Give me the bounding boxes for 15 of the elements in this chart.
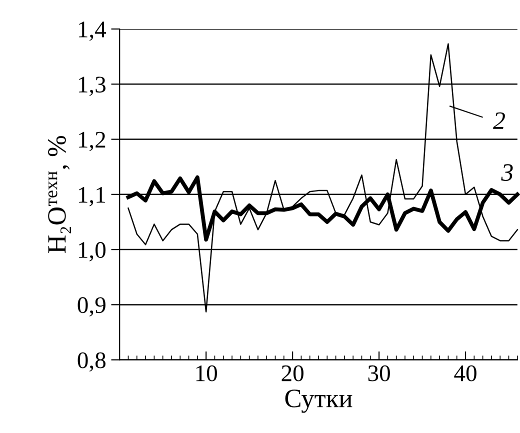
x-tick-label: 30 [368,365,390,382]
x-tick-label: 10 [196,365,217,382]
x-tick-label: 40 [454,365,476,382]
y-tick-label: 1,1 [78,187,105,206]
y-tick-label: 0,8 [78,352,106,372]
y-tick-label: 1,0 [78,242,106,262]
annotation: 2 [493,112,505,129]
x-axis-title: Сутки [285,390,352,413]
annotation: 3 [501,164,513,181]
y-tick-label: 0,9 [78,297,106,317]
y-axis-title: H₂O$^{техн}$, % [48,136,71,254]
y-tick-label: 1,4 [78,22,106,41]
y-tick-label: 1,2 [78,132,106,152]
x-tick-label: 20 [282,365,304,382]
y-tick-label: 1,3 [78,76,106,96]
